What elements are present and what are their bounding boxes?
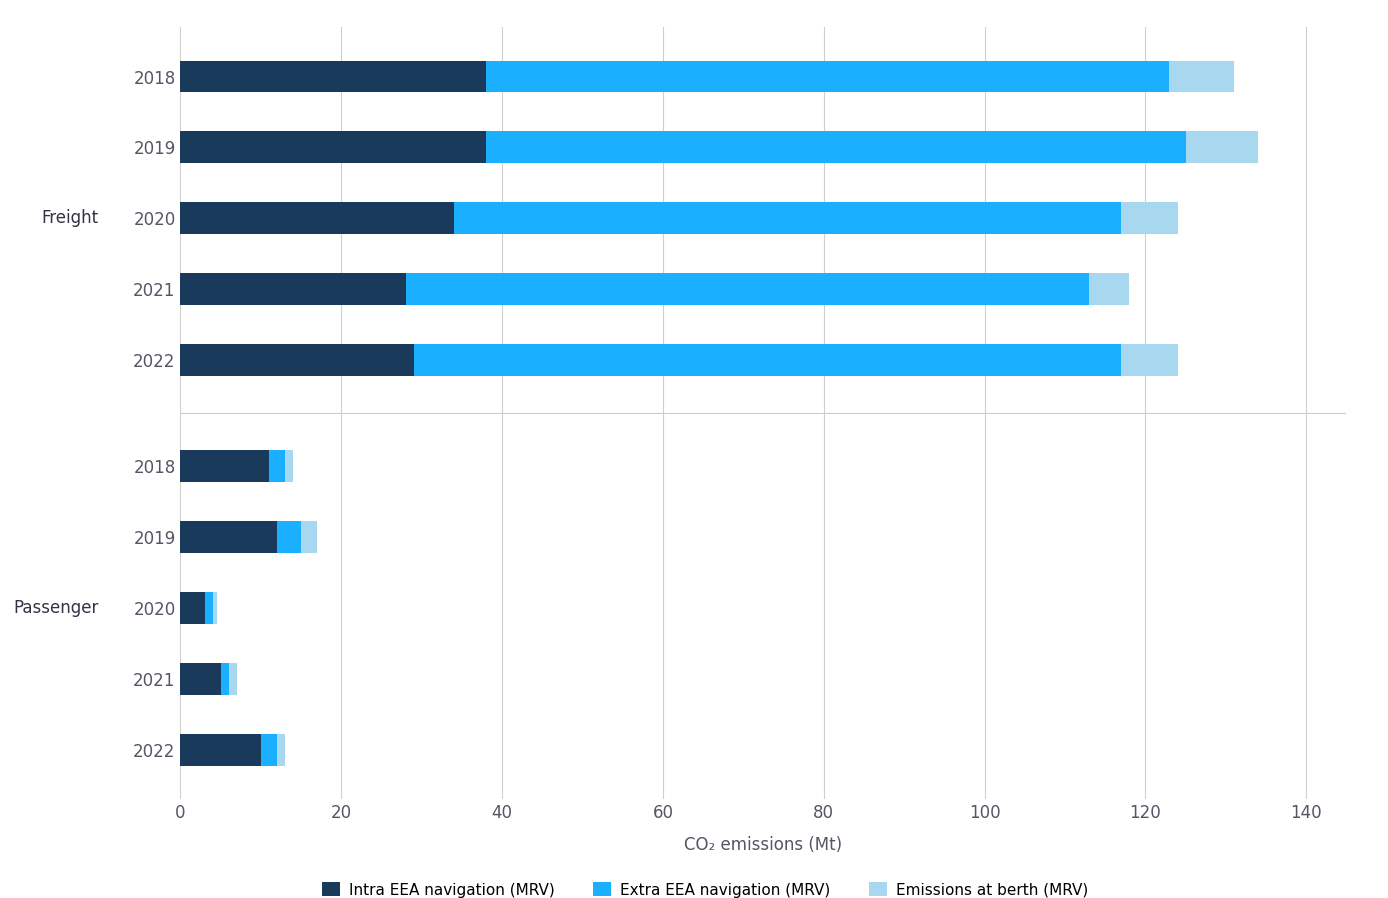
- Legend: Intra EEA navigation (MRV), Extra EEA navigation (MRV), Emissions at berth (MRV): Intra EEA navigation (MRV), Extra EEA na…: [315, 876, 1095, 898]
- Bar: [212, 592, 217, 624]
- X-axis label: CO₂ emissions (Mt): CO₂ emissions (Mt): [684, 836, 843, 854]
- Bar: [180, 521, 278, 553]
- Bar: [229, 663, 237, 695]
- Bar: [486, 60, 1170, 92]
- Text: Passenger: Passenger: [14, 599, 99, 617]
- Bar: [180, 131, 486, 163]
- Bar: [1090, 273, 1130, 305]
- Bar: [278, 521, 301, 553]
- Bar: [1185, 131, 1258, 163]
- Bar: [1122, 202, 1177, 234]
- Bar: [204, 592, 212, 624]
- Bar: [180, 450, 269, 482]
- Bar: [180, 344, 414, 376]
- Bar: [180, 202, 454, 234]
- Bar: [261, 734, 278, 766]
- Bar: [180, 663, 221, 695]
- Bar: [1170, 60, 1234, 92]
- Bar: [269, 450, 285, 482]
- Bar: [285, 450, 293, 482]
- Bar: [301, 521, 316, 553]
- Bar: [414, 344, 1122, 376]
- Bar: [405, 273, 1090, 305]
- Bar: [180, 60, 486, 92]
- Text: Freight: Freight: [42, 209, 99, 227]
- Bar: [180, 273, 405, 305]
- Bar: [1122, 344, 1177, 376]
- Bar: [180, 592, 204, 624]
- Bar: [486, 131, 1185, 163]
- Bar: [180, 734, 261, 766]
- Bar: [454, 202, 1122, 234]
- Bar: [278, 734, 285, 766]
- Bar: [221, 663, 229, 695]
